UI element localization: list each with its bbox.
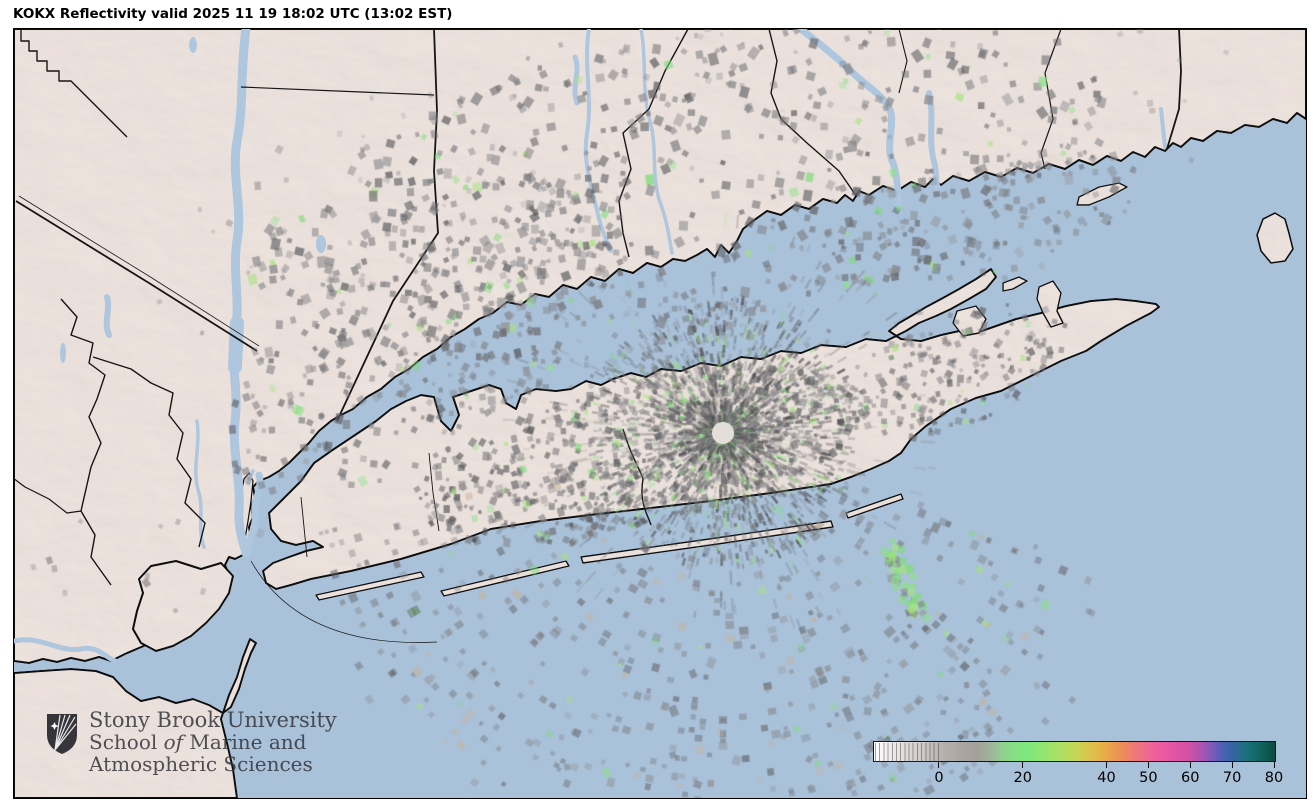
- colorbar-tick: [1147, 762, 1149, 768]
- colorbar-segment-lines: [875, 743, 941, 762]
- logo-line-3: Atmospheric Sciences: [89, 752, 313, 776]
- colorbar-tick: [938, 762, 940, 768]
- logo-text: Stony Brook University School of Marine …: [89, 709, 337, 775]
- map-overlay: [712, 422, 734, 444]
- radar-site-marker: [712, 422, 734, 444]
- colorbar-tick: [1231, 762, 1233, 768]
- shield-icon: [47, 714, 77, 754]
- colorbar-tick-label: 20: [1013, 770, 1032, 786]
- logo-line-1: Stony Brook University: [89, 708, 337, 732]
- reflectivity-colorbar: 0 20 40 50 60 70 80: [873, 741, 1283, 798]
- map-frame: Stony Brook University School of Marine …: [13, 28, 1307, 799]
- logo-line-2: School of Marine and: [89, 730, 307, 754]
- page-title: KOKX Reflectivity valid 2025 11 19 18:02…: [13, 6, 453, 22]
- colorbar-tick-label: 40: [1097, 770, 1116, 786]
- colorbar-tick: [1105, 762, 1107, 768]
- colorbar-tick-label: 60: [1180, 770, 1200, 786]
- colorbar-tick: [1022, 762, 1024, 768]
- colorbar-gradient: [873, 741, 1276, 762]
- star-icon: [50, 722, 59, 730]
- colorbar-tick: [1189, 762, 1191, 768]
- colorbar-tick-label: 80: [1264, 770, 1284, 786]
- colorbar-tick-label: 0: [934, 770, 944, 786]
- colorbar-tick-label: 70: [1222, 770, 1242, 786]
- colorbar-tick: [1273, 762, 1275, 768]
- radar-echo-canvas: [14, 29, 1306, 798]
- colorbar-tick-label: 50: [1139, 770, 1158, 786]
- stony-brook-logo: Stony Brook University School of Marine …: [44, 709, 337, 775]
